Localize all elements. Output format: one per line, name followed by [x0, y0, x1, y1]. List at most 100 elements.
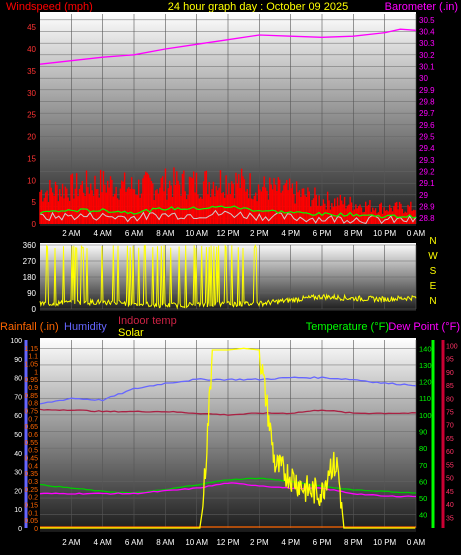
time-tick-label: 4 AM: [94, 538, 113, 547]
baro-tick-label: 29.3: [419, 156, 435, 165]
rain-tick-label: 0.6: [28, 432, 38, 439]
rain-tick-label: 0: [34, 526, 38, 533]
rain-tick-label: 1.15: [24, 346, 38, 353]
wind-avg-line: [39, 205, 417, 219]
time-tick-label: 4 AM: [94, 229, 113, 238]
direction-tick-label: 90: [27, 289, 36, 298]
time-tick-label: 6 PM: [313, 229, 332, 238]
dew-tick-label: 95: [446, 357, 454, 364]
time-tick-label: 2 AM: [62, 229, 81, 238]
windspeed-title: Windspeed (mph): [6, 1, 93, 13]
compass-label: N: [429, 236, 436, 247]
time-tick-label: 2 PM: [250, 229, 269, 238]
temp-tick-label: 60: [419, 477, 427, 486]
solar-legend: Solar: [118, 327, 144, 339]
wind-tick-label: 15: [27, 154, 36, 163]
temp-tick-label: 70: [419, 461, 427, 470]
dew-tick-label: 90: [446, 370, 454, 377]
indoor-temp-legend: Indoor temp: [118, 315, 177, 327]
indoor-temp-line: [39, 408, 417, 416]
rain-tick-label: 0.2: [28, 495, 38, 502]
humidity-tick-label: 90: [14, 357, 22, 364]
dew-tick-label: 65: [446, 436, 454, 443]
wind-tick-label: 45: [27, 23, 36, 32]
dew-point-line: [39, 482, 417, 498]
graph-title: 24 hour graph day : October 09 2025: [168, 1, 348, 13]
temp-tick-label: 110: [419, 394, 431, 403]
rain-tick-label: 0.3: [28, 479, 38, 486]
baro-tick-label: 29.6: [419, 121, 435, 130]
baro-tick-label: 30.2: [419, 51, 435, 60]
dew-point-axis-title: Dew Point (°F): [388, 321, 460, 333]
rain-tick-label: 0.85: [24, 393, 38, 400]
baro-tick-label: 30.3: [419, 39, 435, 48]
baro-tick-label: 30.1: [419, 63, 435, 72]
dew-tick-label: 100: [446, 343, 458, 350]
baro-tick-label: 28.8: [419, 214, 435, 223]
wind-direction-line: [39, 243, 417, 310]
rain-tick-label: 0.5: [28, 448, 38, 455]
dew-tick-label: 70: [446, 423, 454, 430]
temp-tick-label: 80: [419, 444, 427, 453]
baro-tick-label: 29.2: [419, 168, 435, 177]
baro-tick-label: 30.4: [419, 28, 435, 37]
temperature-line: [39, 477, 416, 494]
baro-tick-label: 29: [419, 191, 428, 200]
time-tick-label: 8 PM: [344, 538, 363, 547]
humidity-tick-label: 60: [14, 413, 22, 420]
compass-label: S: [430, 266, 437, 277]
baro-tick-label: 29.1: [419, 179, 435, 188]
time-tick-label: 0 AM: [407, 229, 426, 238]
dew-tick-label: 80: [446, 396, 454, 403]
time-tick-label: 12 PM: [216, 229, 239, 238]
rain-tick-label: 0.15: [24, 503, 38, 510]
wind-tick-label: 5: [32, 198, 37, 207]
dew-tick-label: 85: [446, 383, 454, 390]
dew-tick-label: 40: [446, 502, 454, 509]
time-tick-label: 8 PM: [344, 229, 363, 238]
direction-tick-label: 360: [23, 241, 37, 250]
temp-tick-label: 40: [419, 511, 427, 520]
temperature-axis-title: Temperature (°F): [306, 321, 389, 333]
rain-tick-label: 0.55: [24, 440, 38, 447]
time-tick-label: 10 AM: [185, 538, 208, 547]
solar-line: [40, 347, 416, 529]
humidity-line: [39, 376, 417, 405]
direction-tick-label: 270: [23, 257, 37, 266]
wind-tick-label: 30: [27, 89, 36, 98]
rain-tick-label: 0.9: [28, 385, 38, 392]
time-tick-label: 8 AM: [156, 229, 175, 238]
time-tick-label: 8 AM: [156, 538, 175, 547]
temp-tick-label: 50: [419, 494, 427, 503]
temp-tick-label: 130: [419, 361, 432, 370]
baro-tick-label: 29.9: [419, 86, 435, 95]
time-tick-label: 6 PM: [313, 538, 332, 547]
humidity-tick-label: 100: [10, 338, 22, 345]
humidity-tick-label: 30: [14, 470, 22, 477]
temp-tick-label: 90: [419, 428, 427, 437]
time-tick-label: 6 AM: [125, 538, 144, 547]
time-tick-label: 10 PM: [373, 229, 396, 238]
rain-tick-label: 0.45: [24, 456, 38, 463]
dew-tick-label: 75: [446, 409, 454, 416]
time-tick-label: 4 PM: [281, 538, 300, 547]
baro-tick-label: 28.9: [419, 203, 435, 212]
rain-tick-label: 0.8: [28, 401, 38, 408]
time-tick-label: 10 PM: [373, 538, 396, 547]
wind-light-line: [39, 209, 417, 225]
dew-tick-label: 35: [446, 515, 454, 522]
rain-tick-label: 0.95: [24, 377, 38, 384]
humidity-tick-label: 10: [14, 507, 22, 514]
humidity-tick-label: 40: [14, 451, 22, 458]
direction-tick-label: 180: [23, 273, 37, 282]
humidity-tick-label: 20: [14, 488, 22, 495]
wind-tick-label: 10: [27, 176, 36, 185]
compass-label: N: [429, 296, 436, 307]
time-tick-label: 0 AM: [407, 538, 426, 547]
rain-tick-label: 0.75: [24, 409, 38, 416]
rain-tick-label: 1.05: [24, 362, 38, 369]
rain-tick-label: 0.05: [24, 518, 38, 525]
humidity-tick-label: 50: [14, 432, 22, 439]
rain-tick-label: 0.4: [28, 463, 38, 470]
